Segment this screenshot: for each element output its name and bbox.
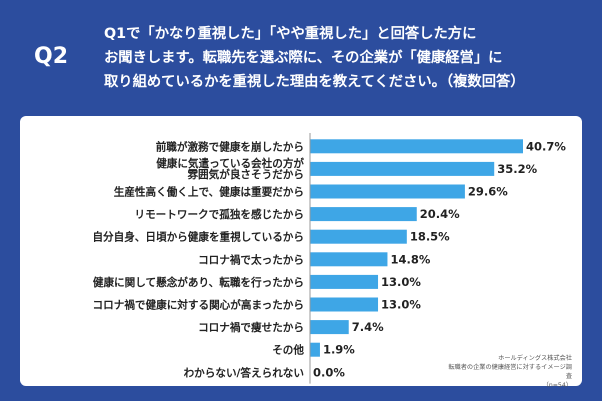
category-label-9: コロナ禍で痩せたから: [198, 321, 304, 334]
value-label-11: 0.0%: [313, 365, 345, 379]
bar-5: [310, 229, 407, 244]
bar-8: [310, 297, 379, 312]
category-label-5: 自分自身、日頃から健康を重視しているから: [92, 231, 304, 244]
source-sample-size: （n=54）: [542, 382, 572, 389]
category-label-10: その他: [272, 344, 304, 357]
bar-10: [310, 342, 320, 357]
bar-4: [310, 207, 417, 222]
bar-3: [310, 184, 465, 199]
bar-9: [310, 320, 349, 335]
category-label-2-line-2: 雰囲気が良さそうだから: [186, 168, 304, 181]
category-label-8: コロナ禍で健康に対する関心が高まったから: [93, 299, 304, 312]
bar-7: [310, 274, 379, 289]
value-label-5: 18.5%: [410, 230, 450, 244]
category-label-4: リモートワークで孤独を感じたから: [135, 208, 305, 221]
value-label-7: 13.0%: [381, 275, 421, 289]
value-label-6: 14.8%: [390, 252, 430, 266]
category-label-1: 前職が激務で健康を崩したから: [156, 140, 304, 153]
source-company: ホールディングス株式会社: [498, 355, 572, 362]
category-label-2-line-1: 健康に気遣っている会社の方が: [156, 157, 304, 170]
value-label-9: 7.4%: [352, 320, 384, 334]
category-label-3: 生産性高く働く上で、健康は重要だから: [114, 186, 304, 199]
source-survey: 転職者の企業の健康経営に対するイメージ調査: [448, 364, 572, 380]
bar-2: [310, 161, 495, 176]
value-label-10: 1.9%: [323, 343, 355, 357]
value-label-3: 29.6%: [468, 185, 508, 199]
value-label-4: 20.4%: [420, 207, 460, 221]
source-note: ホールディングス株式会社 転職者の企業の健康経営に対するイメージ調査 （n=54…: [448, 354, 572, 390]
category-label-11: わからない/答えられない: [184, 366, 304, 379]
question-text: Q1で「かなり重視した」「やや重視した」と回答した方に お聞きします。転職先を選…: [104, 26, 525, 90]
question-number: Q2: [34, 44, 69, 69]
chart-panel: [20, 116, 582, 386]
category-label-6: コロナ禍で太ったから: [198, 253, 304, 266]
value-label-1: 40.7%: [526, 139, 566, 153]
category-label-7: 健康に関して懸念があり、転職を行ったから: [93, 276, 304, 289]
bar-6: [310, 252, 388, 267]
value-label-8: 13.0%: [381, 298, 421, 312]
bar-1: [310, 139, 523, 154]
value-label-2: 35.2%: [497, 162, 537, 176]
